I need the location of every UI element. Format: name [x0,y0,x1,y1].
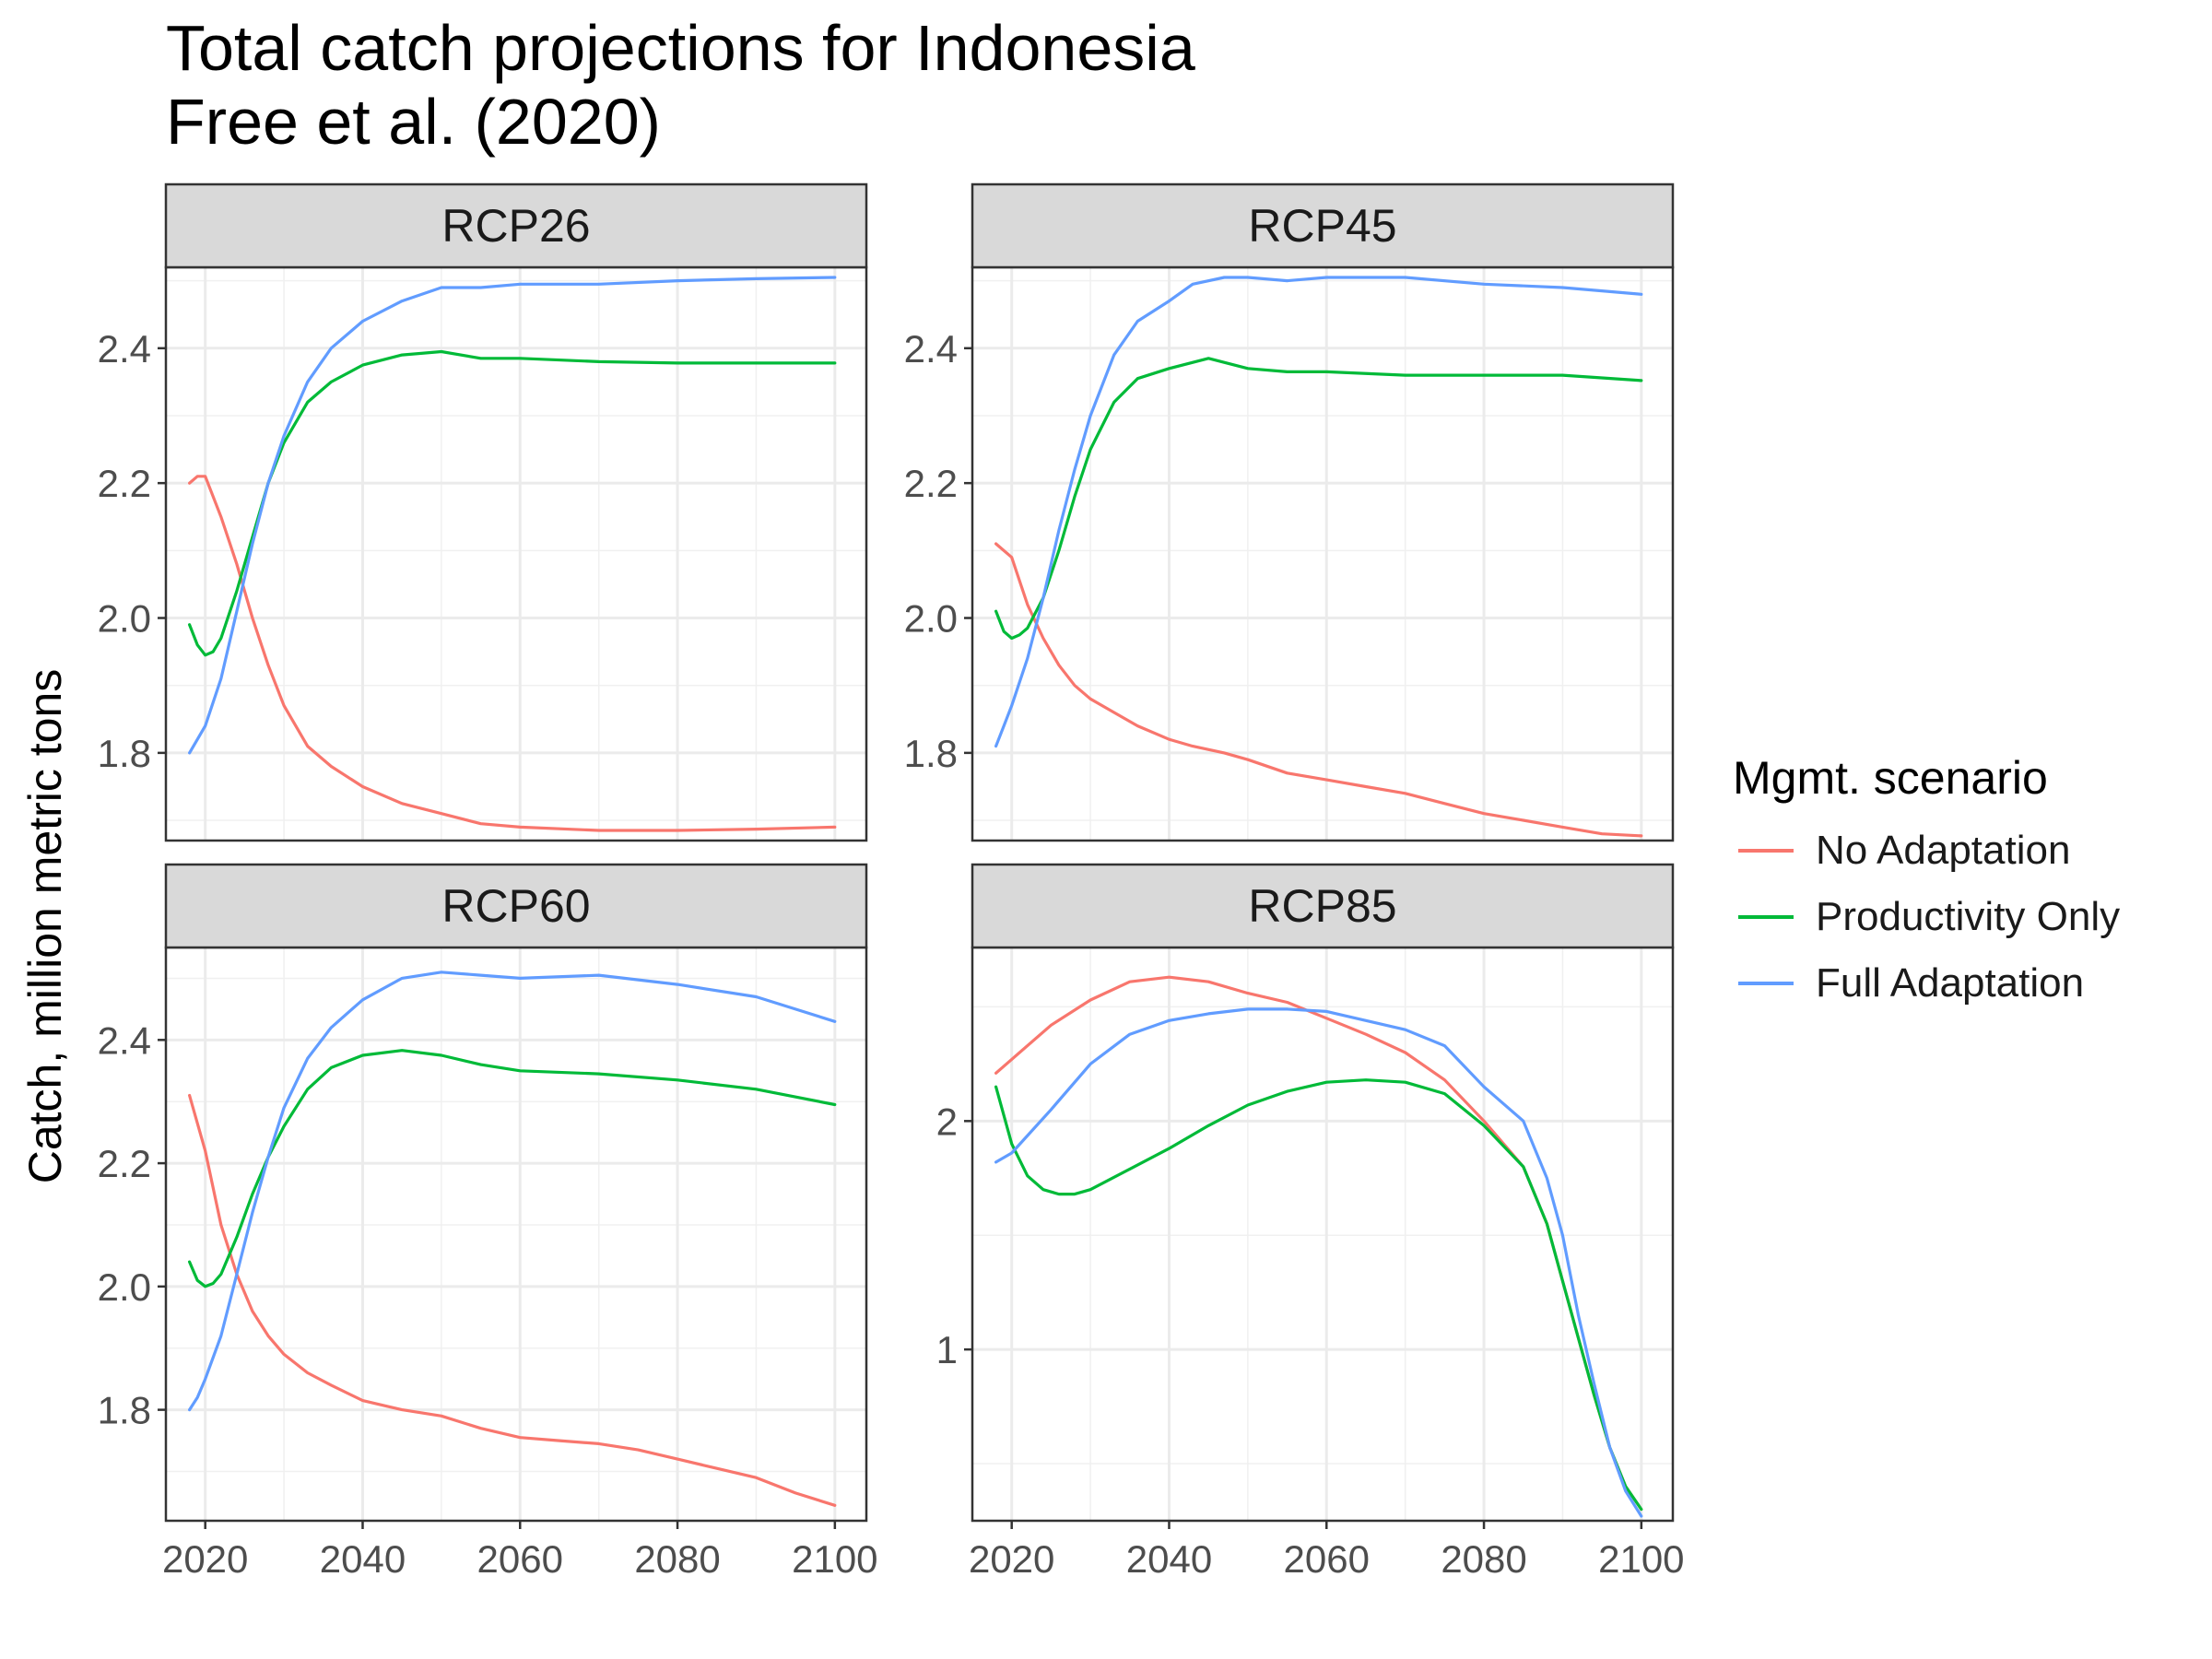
panel-rcp45: RCP45 1.8 2.0 2.2 2.4 [904,182,1675,842]
y-tick-label: 2.2 [904,462,958,505]
x-tick-label: 2080 [634,1537,720,1581]
panel-rcp60: RCP60 1.8 2.0 2.2 2.4 2020 2040 2060 2080 2100 [98,863,878,1581]
facet-strip [164,182,868,269]
x-tick-label: 2020 [162,1537,248,1581]
series-line-productivity-only [994,1078,1643,1512]
legend-label-productivity-only: Productivity Only [1816,894,2121,939]
facet-strip [971,863,1675,949]
series-line-full-adaptation [188,971,837,1412]
legend-label-no-adaptation: No Adaptation [1816,828,2071,873]
series-line-no-adaptation [188,1093,837,1507]
x-tick-label: 2100 [792,1537,877,1581]
y-tick-label: 2.4 [98,1018,151,1062]
panel-rcp26: RCP26 1.8 2.0 2.2 2.4 [98,182,868,842]
facet-label: RCP45 [1248,200,1396,252]
y-tick-label: 1.8 [904,732,958,775]
series-line-full-adaptation [188,276,837,755]
x-tick-label: 2060 [477,1537,563,1581]
legend-title: Mgmt. scenario [1733,752,2048,804]
legend: Mgmt. scenario No Adaptation Productivit… [1733,751,2120,1017]
y-tick-label: 2.0 [98,597,151,641]
series-line-full-adaptation [994,276,1643,748]
x-tick-label: 2040 [1126,1537,1212,1581]
y-tick-label: 1.8 [98,1389,151,1432]
panel-background [972,267,1673,841]
y-tick-label: 2.2 [98,462,151,505]
legend-key-productivity-only [1738,915,1794,919]
y-tick-label: 2.4 [98,327,151,371]
y-axis-title: Catch, million metric tons [19,669,71,1184]
x-tick-label: 2060 [1284,1537,1370,1581]
series-line-productivity-only [188,1049,837,1288]
y-tick-label: 2.2 [98,1142,151,1185]
series-line-full-adaptation [994,1007,1643,1518]
legend-item-no-adaptation: No Adaptation [1733,818,2120,884]
x-tick-label: 2040 [320,1537,406,1581]
facet-label: RCP85 [1248,880,1396,932]
y-tick-label: 1.8 [98,732,151,775]
y-tick-label: 2.0 [904,597,958,641]
facet-label: RCP26 [441,200,590,252]
legend-item-full-adaptation: Full Adaptation [1733,950,2120,1017]
series-line-no-adaptation [188,475,837,832]
y-tick-label: 2.4 [904,327,958,371]
legend-label-full-adaptation: Full Adaptation [1816,960,2085,1006]
x-tick-label: 2080 [1441,1537,1526,1581]
series-line-no-adaptation [994,542,1643,838]
y-tick-label: 1 [936,1328,958,1371]
panel-background [972,947,1673,1521]
facet-label: RCP60 [441,880,590,932]
legend-item-productivity-only: Productivity Only [1733,884,2120,950]
facet-strip [164,863,868,949]
title-line-2: Free et al. (2020) [166,86,661,158]
y-tick-label: 2 [936,1100,958,1143]
panel-rcp85: RCP85 1 2 2020 2040 2060 2080 2100 [936,863,1685,1581]
x-tick-label: 2100 [1598,1537,1684,1581]
series-line-productivity-only [188,349,837,657]
x-tick-label: 2020 [969,1537,1054,1581]
legend-key-full-adaptation [1738,982,1794,985]
panel-background [166,947,866,1521]
facet-strip [971,182,1675,269]
title-line-1: Total catch projections for Indonesia [166,12,1195,84]
panel-background [166,267,866,841]
legend-key-no-adaptation [1738,849,1794,853]
chart-title: Total catch projections for Indonesia Fr… [166,11,1195,159]
series-line-productivity-only [994,357,1643,641]
y-tick-label: 2.0 [98,1265,151,1309]
